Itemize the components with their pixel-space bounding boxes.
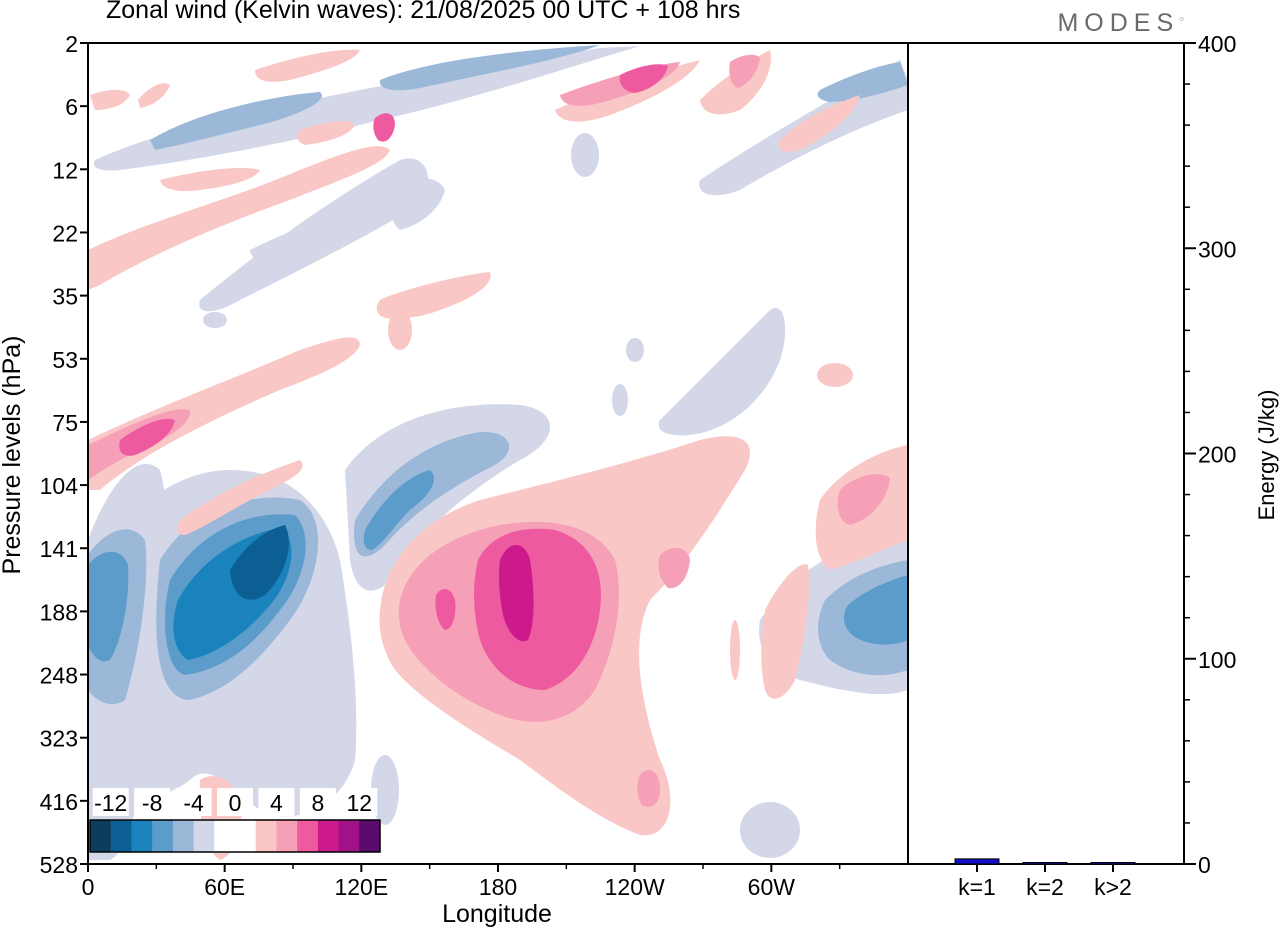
colorbar-swatch <box>255 820 277 852</box>
colorbar-swatch <box>110 820 132 852</box>
y-tick-label: 323 <box>40 726 78 752</box>
colorbar: -12 -8 -4 0 4 8 12 <box>89 788 381 853</box>
energy-bars: k=1 k=2 k>2 <box>954 858 1136 900</box>
x-tick-label: 0 <box>82 874 95 900</box>
pressure-axis: 2 6 12 22 35 53 75 104 141 188 248 323 416 528 <box>40 31 88 878</box>
y-tick-label: 188 <box>40 599 78 625</box>
y-tick-label: 248 <box>40 663 78 689</box>
colorbar-label-bg <box>258 788 295 816</box>
colorbar-label: 12 <box>346 790 372 816</box>
colorbar-label-bg <box>175 788 212 816</box>
colorbar-swatch <box>90 820 112 852</box>
colorbar-swatch <box>214 820 236 852</box>
energy-bar <box>1022 862 1068 865</box>
energy-axis: 0 100 200 300 400 <box>1184 31 1236 878</box>
colorbar-swatch <box>193 820 215 852</box>
colorbar-swatch <box>152 820 174 852</box>
y-tick-label: 6 <box>65 94 78 120</box>
colorbar-swatch <box>131 820 153 852</box>
y-tick-label: 35 <box>52 284 78 310</box>
modes-logo: MODES○ <box>1057 9 1184 37</box>
energy-tick-label: 300 <box>1198 236 1236 262</box>
bar-panel-frame <box>907 42 1185 865</box>
x-tick-label: 120W <box>605 874 665 900</box>
energy-axis-label: Energy (J/kg) <box>1254 390 1279 521</box>
colorbar-swatch <box>172 820 195 852</box>
colorbar-border <box>89 819 381 853</box>
colorbar-label: 4 <box>270 790 283 816</box>
y-tick-label: 53 <box>52 347 78 373</box>
y-tick-label: 104 <box>40 473 79 499</box>
y-tick-label: 12 <box>52 157 78 183</box>
colorbar-label-bg <box>92 788 129 816</box>
westerly-region-upper-left <box>88 337 360 490</box>
colorbar-swatch <box>235 820 257 852</box>
colorbar-swatch <box>297 820 319 852</box>
colorbar-swatch <box>276 820 298 852</box>
x-axis-label: Longitude <box>442 900 552 928</box>
x-tick-label: 180 <box>479 874 517 900</box>
energy-tick-label: 200 <box>1198 442 1236 468</box>
bar-category-label: k=2 <box>1026 874 1064 900</box>
y-tick-label: 528 <box>40 852 78 878</box>
colorbar-label-bg <box>134 788 171 816</box>
colorbar-label: -12 <box>94 790 127 816</box>
colorbar-label: 0 <box>229 790 242 816</box>
energy-bar <box>954 858 1000 865</box>
y-tick-label: 22 <box>52 220 78 246</box>
colorbar-swatch <box>359 820 381 852</box>
colorbar-swatch <box>338 820 360 852</box>
longitude-axis: 0 60E 120E 180 120W 60W <box>82 864 841 900</box>
y-axis-label: Pressure levels (hPa) <box>0 336 26 575</box>
y-tick-label: 75 <box>52 410 78 436</box>
y-tick-label: 141 <box>40 536 78 562</box>
colorbar-label: 8 <box>311 790 324 816</box>
wind-field <box>88 43 908 864</box>
colorbar-label-bg <box>299 788 336 816</box>
x-tick-label: 60E <box>204 874 245 900</box>
energy-tick-label: 0 <box>1198 852 1211 878</box>
x-tick-label: 120E <box>334 874 388 900</box>
y-tick-label: 2 <box>65 31 78 57</box>
energy-bar <box>1090 862 1136 865</box>
colorbar-label-bg <box>217 788 253 816</box>
energy-tick-label: 400 <box>1198 31 1236 57</box>
colorbar-label: -8 <box>142 790 162 816</box>
x-tick-label: 60W <box>748 874 796 900</box>
chart-title: Zonal wind (Kelvin waves): 21/08/2025 00… <box>106 0 741 24</box>
bar-category-label: k=1 <box>958 874 996 900</box>
y-tick-label: 416 <box>40 789 78 815</box>
colorbar-label-bg <box>341 788 378 816</box>
colorbar-label: -4 <box>183 790 204 816</box>
energy-tick-label: 100 <box>1198 647 1236 673</box>
easterly-region-upper-band2 <box>658 308 786 436</box>
bar-category-label: k>2 <box>1094 874 1132 900</box>
easterly-region-top <box>93 46 640 171</box>
colorbar-swatch <box>317 820 340 852</box>
